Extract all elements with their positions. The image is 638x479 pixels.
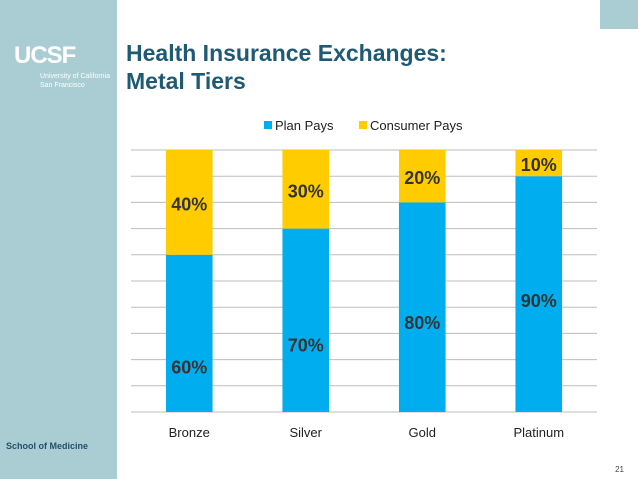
bar-segment xyxy=(398,202,446,412)
logo-subtitle: University of California San Francisco xyxy=(40,72,110,90)
legend: Plan Pays Consumer Pays xyxy=(264,118,463,133)
data-label: 20% xyxy=(404,168,440,188)
slide-title-line2: Metal Tiers xyxy=(126,68,246,94)
bottom-band-gap xyxy=(117,454,638,479)
bar-segment xyxy=(282,228,330,412)
top-band-gap xyxy=(117,0,600,29)
ucsf-logo: UCSF University of California San Franci… xyxy=(14,42,110,90)
logo-sub-line1: University of California xyxy=(40,73,111,80)
data-label: 30% xyxy=(288,181,324,201)
data-label: 70% xyxy=(288,335,324,355)
legend-label: Plan Pays xyxy=(275,118,334,133)
bar-segment xyxy=(165,254,213,412)
logo-sub-line2: San Francisco xyxy=(40,82,85,89)
x-tick-label: Gold xyxy=(409,425,436,440)
x-tick-labels: Bronze Silver Gold Platinum xyxy=(169,425,564,440)
x-tick-label: Bronze xyxy=(169,425,210,440)
bars xyxy=(165,150,563,412)
data-labels: 60% 40% 70% 30% 80% 20% 90% 10% xyxy=(171,155,557,377)
logo-mark: UCSF xyxy=(14,42,76,69)
page-number: 21 xyxy=(615,465,624,474)
bar-segment xyxy=(515,150,563,177)
legend-swatch xyxy=(359,121,367,129)
data-label: 60% xyxy=(171,357,207,377)
slide-title: Health Insurance Exchanges: Metal Tiers xyxy=(126,39,447,95)
bar-segment xyxy=(165,150,213,255)
slide-title-line1: Health Insurance Exchanges: xyxy=(126,40,447,66)
data-label: 90% xyxy=(521,291,557,311)
data-label: 80% xyxy=(404,313,440,333)
legend-label: Consumer Pays xyxy=(370,118,463,133)
data-label: 10% xyxy=(521,155,557,175)
sidebar-band xyxy=(0,29,117,454)
x-tick-label: Platinum xyxy=(513,425,564,440)
legend-swatch xyxy=(264,121,272,129)
school-label: School of Medicine xyxy=(6,441,89,451)
x-tick-label: Silver xyxy=(289,425,322,440)
bar-segment xyxy=(282,150,330,229)
data-label: 40% xyxy=(171,194,207,214)
bar-segment xyxy=(515,176,563,412)
bar-segment xyxy=(398,150,446,203)
